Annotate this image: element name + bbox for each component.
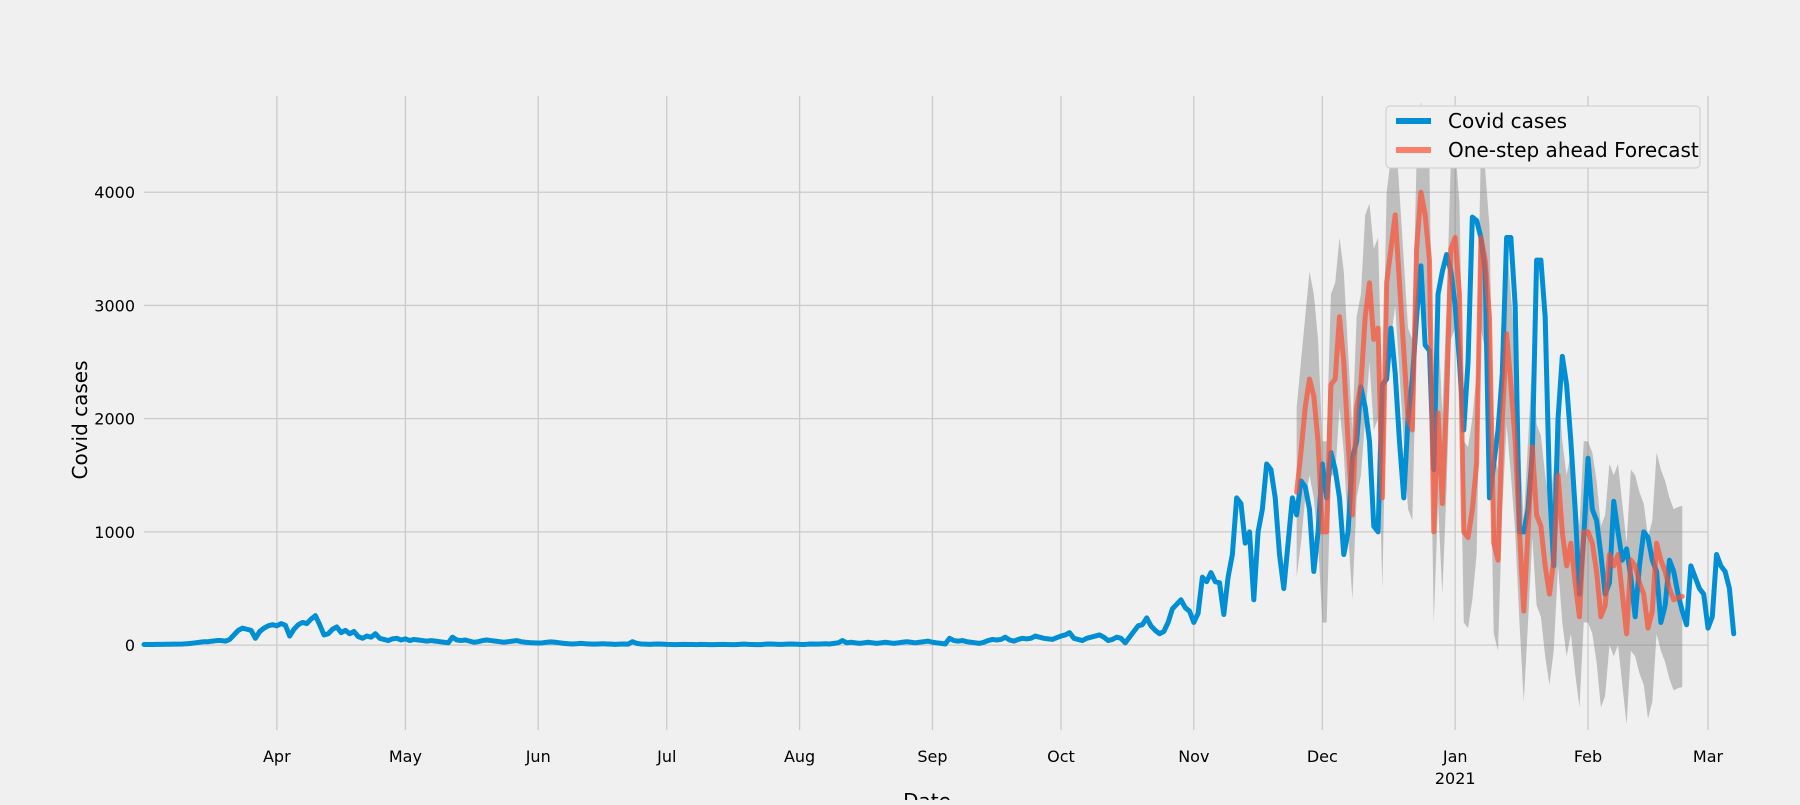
x-tick-label-jul: Jul [656, 747, 676, 766]
series-layer [141, 189, 1737, 648]
x-tick-label-aug: Aug [784, 747, 815, 766]
x-axis-tick-labels: Apr May Jun Jul Aug Sep Oct Nov Dec Jan Feb Mar 2021 [263, 747, 1724, 788]
x-tick-label-oct: Oct [1047, 747, 1075, 766]
x-tick-label-may: May [389, 747, 422, 766]
y-axis-tick-labels: 0 1000 2000 3000 4000 [94, 183, 135, 655]
y-tick-label-1000: 1000 [94, 523, 135, 542]
x-tick-label-feb: Feb [1574, 747, 1602, 766]
legend-label-covid-cases: Covid cases [1448, 109, 1567, 133]
confidence-interval-area [1296, 101, 1683, 725]
legend: Covid cases One-step ahead Forecast [1385, 105, 1701, 169]
x-tick-label-jan: Jan [1442, 747, 1468, 766]
confidence-band [1296, 101, 1683, 725]
y-axis-label: Covid cases [68, 360, 92, 479]
series-line-covid-cases [141, 214, 1737, 648]
x-tick-label-nov: Nov [1178, 747, 1209, 766]
legend-label-forecast: One-step ahead Forecast [1448, 138, 1699, 162]
x-tick-label-dec: Dec [1307, 747, 1338, 766]
y-tick-label-4000: 4000 [94, 183, 135, 202]
x-tick-label-sep: Sep [917, 747, 947, 766]
grid-lines [144, 96, 1709, 730]
y-tick-label-3000: 3000 [94, 296, 135, 315]
x-tick-year-label: 2021 [1435, 769, 1476, 788]
series-line-one-step-ahead-forecast [1294, 189, 1685, 637]
x-axis-label: Date [903, 789, 951, 800]
x-tick-label-mar: Mar [1693, 747, 1724, 766]
x-tick-label-apr: Apr [263, 747, 291, 766]
y-tick-label-2000: 2000 [94, 410, 135, 429]
y-tick-label-0: 0 [125, 636, 135, 655]
legend-box [1385, 105, 1701, 169]
x-tick-label-jun: Jun [525, 747, 551, 766]
